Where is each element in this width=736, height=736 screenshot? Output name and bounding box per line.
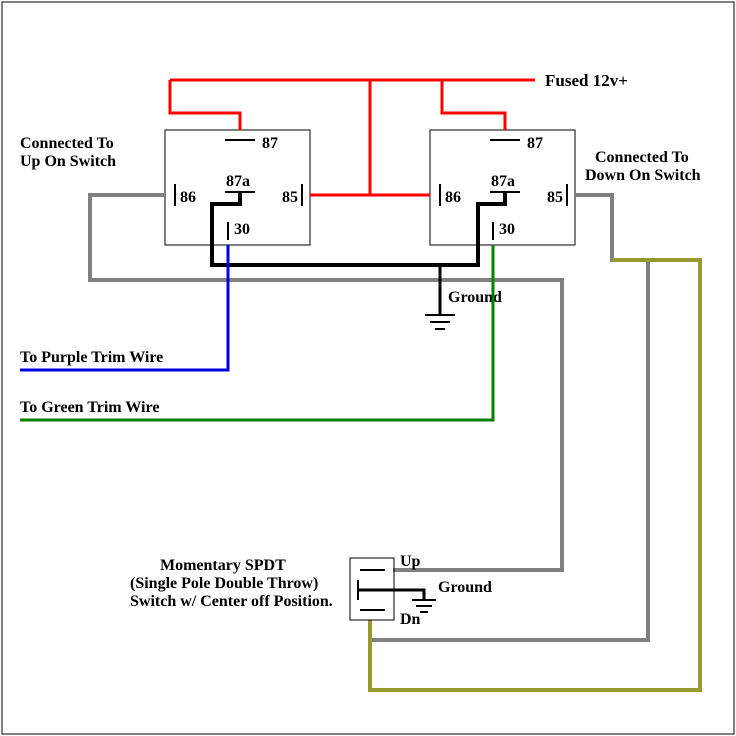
wire-red-drop-left <box>170 80 240 130</box>
pin-30-left: 30 <box>234 221 250 238</box>
label-spdt-3: Switch w/ Center off Position. <box>130 593 333 610</box>
label-connected-up-2: Up On Switch <box>20 153 116 170</box>
pin-87-left: 87 <box>262 135 278 152</box>
pin-86-right: 86 <box>445 189 461 206</box>
wire-gray-left <box>90 195 562 570</box>
label-dn: Dn <box>400 611 421 628</box>
pin-85-left: 85 <box>282 189 298 206</box>
pin-85-right: 85 <box>547 189 563 206</box>
label-purple: To Purple Trim Wire <box>20 349 163 366</box>
pin-30-right: 30 <box>499 221 515 238</box>
wiring-diagram: 87 86 85 87a 30 87 86 85 87a 30 Fused 12… <box>0 0 736 736</box>
ground-symbol-relay <box>425 315 455 329</box>
label-up: Up <box>400 553 421 570</box>
label-fused12v: Fused 12v+ <box>545 71 628 90</box>
wire-gray-right <box>370 195 648 640</box>
pin-87a-left: 87a <box>226 173 250 190</box>
label-ground-switch: Ground <box>438 579 492 596</box>
wire-switch-ground <box>358 590 424 600</box>
wire-black-link <box>212 192 505 265</box>
wire-red-drop-right <box>442 80 505 130</box>
label-green: To Green Trim Wire <box>20 399 159 416</box>
label-spdt-2: (Single Pole Double Throw) <box>130 575 318 592</box>
pin-87a-right: 87a <box>491 173 515 190</box>
pin-87-right: 87 <box>527 135 543 152</box>
label-connected-down-1: Connected To <box>595 149 689 166</box>
pin-86-left: 86 <box>180 189 196 206</box>
label-connected-up-1: Connected To <box>20 135 114 152</box>
label-spdt-1: Momentary SPDT <box>160 557 286 574</box>
label-connected-down-2: Down On Switch <box>585 167 701 184</box>
